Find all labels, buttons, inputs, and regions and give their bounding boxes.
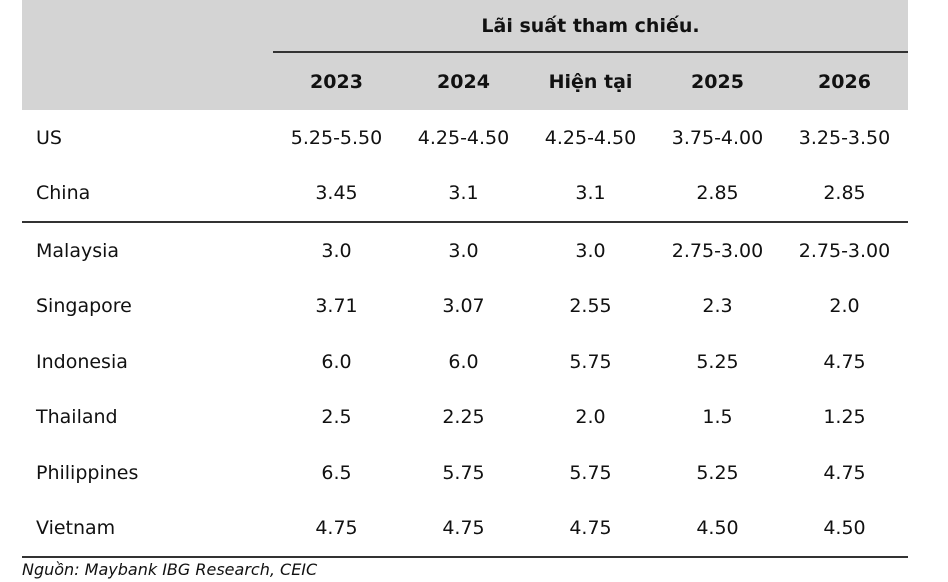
value-cell: 4.75 [315, 517, 358, 540]
value-cell: 2.75-3.00 [671, 239, 764, 262]
country-cell: Vietnam [36, 517, 116, 540]
column-header-2023: 2023 [310, 70, 363, 93]
value-cell: 1.25 [823, 406, 866, 429]
value-cell: 4.25-4.50 [417, 126, 510, 149]
column-header-2025: 2025 [691, 70, 744, 93]
country-cell: Philippines [36, 461, 139, 484]
value-cell: 6.0 [321, 350, 352, 373]
column-header-current: Hiện tại [548, 70, 633, 93]
column-header-2024: 2024 [437, 70, 490, 93]
table-body-group-global: US 5.25-5.50 4.25-4.50 4.25-4.50 3.75-4.… [22, 110, 908, 221]
value-cell: 3.45 [315, 182, 358, 205]
value-cell: 3.71 [315, 295, 358, 318]
table-row: Philippines 6.5 5.75 5.75 5.25 4.75 [22, 445, 908, 501]
value-cell: 3.75-4.00 [671, 126, 764, 149]
table-row: Singapore 3.71 3.07 2.55 2.3 2.0 [22, 279, 908, 335]
country-cell: Indonesia [36, 350, 128, 373]
value-cell: 5.25 [696, 461, 739, 484]
value-cell: 5.75 [569, 461, 612, 484]
table-title: Lãi suất tham chiếu. [481, 14, 700, 37]
table-row: Indonesia 6.0 6.0 5.75 5.25 4.75 [22, 334, 908, 390]
value-cell: 3.1 [575, 182, 606, 205]
value-cell: 6.5 [321, 461, 352, 484]
value-cell: 5.25-5.50 [290, 126, 383, 149]
value-cell: 2.85 [823, 182, 866, 205]
value-cell: 3.0 [575, 239, 606, 262]
value-cell: 4.75 [823, 350, 866, 373]
value-cell: 3.07 [442, 295, 485, 318]
table-body-group-asean: Malaysia 3.0 3.0 3.0 2.75-3.00 2.75-3.00… [22, 223, 908, 556]
value-cell: 2.0 [575, 406, 606, 429]
value-cell: 3.25-3.50 [798, 126, 891, 149]
value-cell: 2.0 [829, 295, 860, 318]
value-cell: 4.75 [569, 517, 612, 540]
value-cell: 4.50 [696, 517, 739, 540]
interest-rate-table: Lãi suất tham chiếu. 2023 2024 Hiện tại … [22, 0, 908, 558]
bottom-divider [22, 556, 908, 558]
value-cell: 3.1 [448, 182, 479, 205]
value-cell: 4.75 [823, 461, 866, 484]
value-cell: 4.75 [442, 517, 485, 540]
value-cell: 6.0 [448, 350, 479, 373]
value-cell: 2.25 [442, 406, 485, 429]
value-cell: 2.75-3.00 [798, 239, 891, 262]
value-cell: 3.0 [321, 239, 352, 262]
country-cell: China [36, 182, 91, 205]
value-cell: 2.3 [702, 295, 733, 318]
country-cell: Singapore [36, 295, 132, 318]
country-cell: Thailand [36, 406, 118, 429]
table-row: Thailand 2.5 2.25 2.0 1.5 1.25 [22, 390, 908, 446]
table-row: Malaysia 3.0 3.0 3.0 2.75-3.00 2.75-3.00 [22, 223, 908, 279]
value-cell: 5.25 [696, 350, 739, 373]
value-cell: 2.5 [321, 406, 352, 429]
value-cell: 4.50 [823, 517, 866, 540]
country-cell: US [36, 126, 62, 149]
value-cell: 4.25-4.50 [544, 126, 637, 149]
value-cell: 1.5 [702, 406, 733, 429]
header-divider [273, 51, 908, 53]
column-header-2026: 2026 [818, 70, 871, 93]
table-row: US 5.25-5.50 4.25-4.50 4.25-4.50 3.75-4.… [22, 110, 908, 166]
value-cell: 2.55 [569, 295, 612, 318]
value-cell: 5.75 [442, 461, 485, 484]
value-cell: 2.85 [696, 182, 739, 205]
table-row: Vietnam 4.75 4.75 4.75 4.50 4.50 [22, 501, 908, 557]
source-note: Nguồn: Maybank IBG Research, CEIC [22, 560, 318, 579]
table-row: China 3.45 3.1 3.1 2.85 2.85 [22, 166, 908, 222]
value-cell: 5.75 [569, 350, 612, 373]
country-cell: Malaysia [36, 239, 120, 262]
column-header-row: 2023 2024 Hiện tại 2025 2026 [273, 53, 908, 110]
table-header: Lãi suất tham chiếu. 2023 2024 Hiện tại … [22, 0, 908, 110]
group-divider [22, 221, 908, 223]
value-cell: 3.0 [448, 239, 479, 262]
